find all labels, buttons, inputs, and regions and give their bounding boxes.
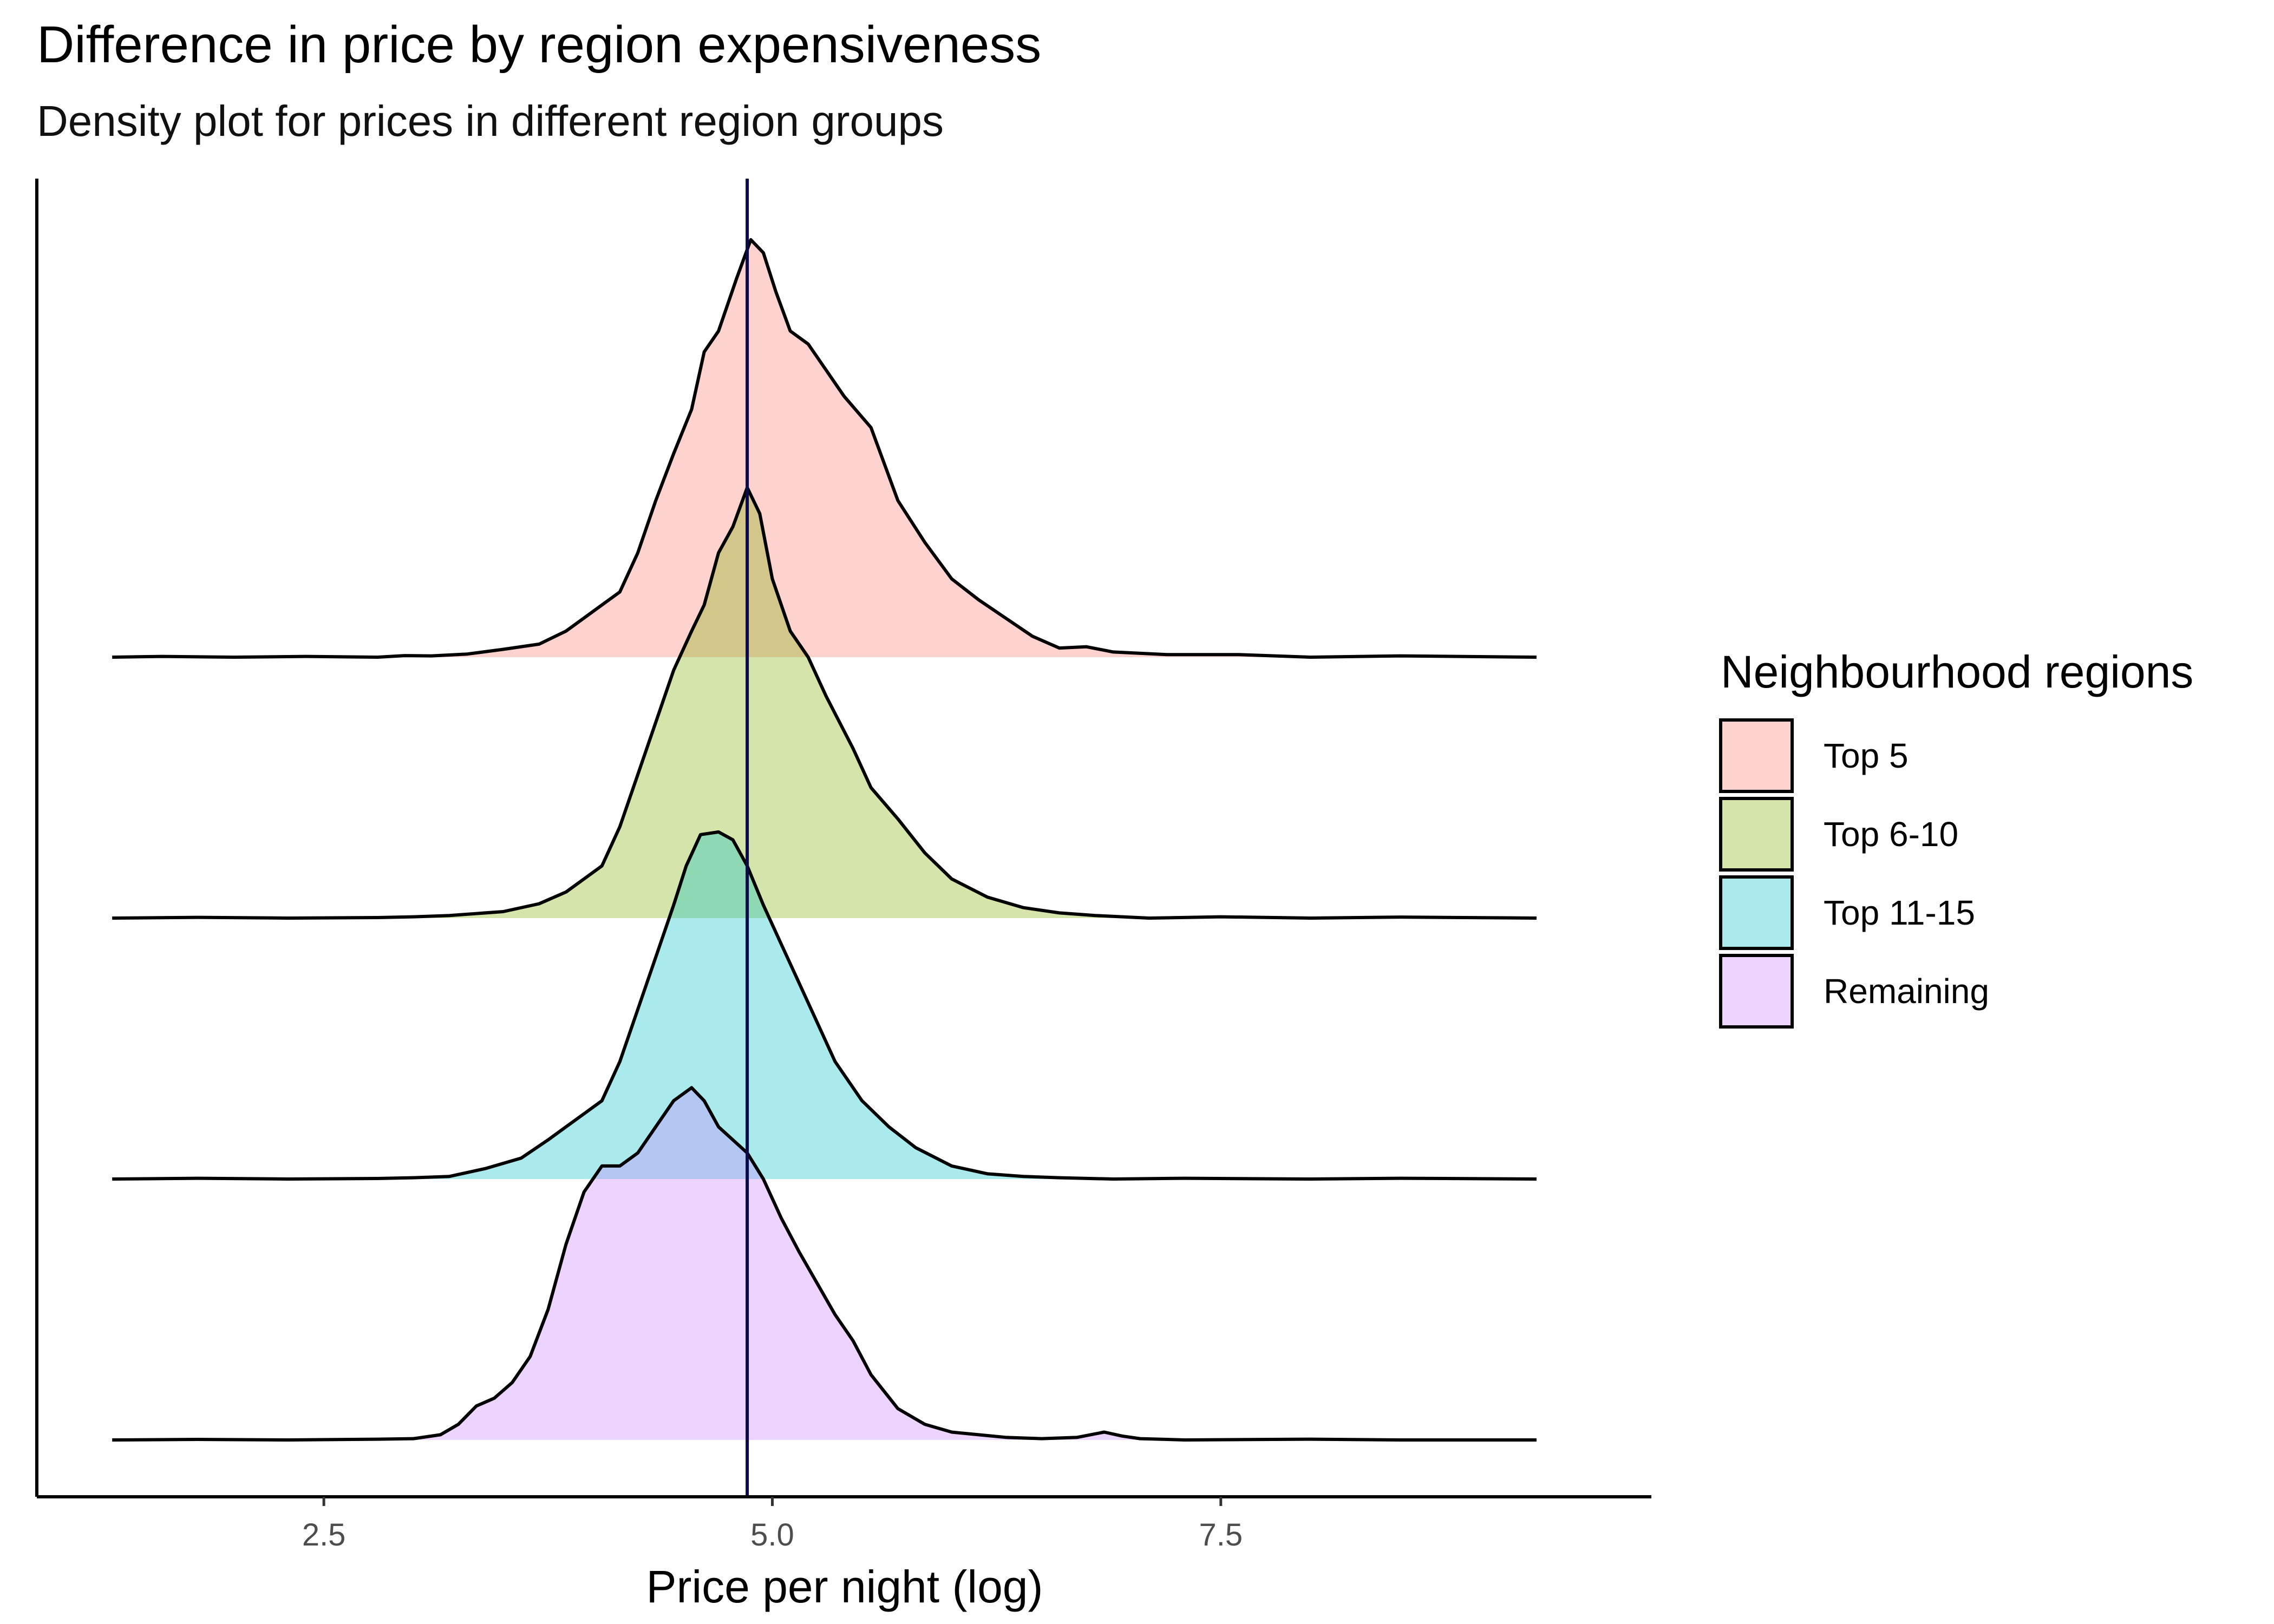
- ridge-top-11-15: [112, 830, 1537, 1181]
- x-tick-label: 5.0: [750, 1517, 794, 1553]
- ridge-fill: [112, 239, 1537, 657]
- legend-item: Top 11-15: [1719, 875, 1975, 950]
- legend-key: [1719, 875, 1794, 950]
- x-axis-title: Price per night (log): [646, 1561, 1043, 1612]
- x-tick-label: 2.5: [302, 1517, 346, 1553]
- legend-key: [1719, 718, 1794, 793]
- ridge-outline: [112, 1086, 1537, 1442]
- ridge-fill: [112, 1088, 1537, 1440]
- ridge-outline: [112, 238, 1537, 659]
- legend-label: Top 5: [1824, 736, 1909, 775]
- legend-item: Remaining: [1719, 954, 1989, 1029]
- ridge-top-5: [112, 238, 1537, 659]
- ridges-layer: [112, 238, 1537, 1442]
- x-tick-label: 7.5: [1199, 1517, 1243, 1553]
- x-ticks: 2.5 5.0 7.5: [302, 1497, 1243, 1553]
- legend-key: [1719, 797, 1794, 872]
- ridge-fill: [112, 487, 1537, 918]
- legend-label: Top 11-15: [1824, 893, 1975, 932]
- legend-item: Top 5: [1719, 718, 1909, 793]
- legend-item: Top 6-10: [1719, 797, 1958, 872]
- legend-label: Top 6-10: [1824, 815, 1958, 854]
- legend-label: Remaining: [1824, 972, 1989, 1011]
- legend: Neighbourhood regions Top 5 Top 6-10 Top 11…: [1719, 646, 2193, 1029]
- ridge-remaining: [112, 1086, 1537, 1442]
- ridge-fill: [112, 831, 1537, 1179]
- legend-title: Neighbourhood regions: [1721, 646, 2193, 697]
- legend-key: [1719, 954, 1794, 1029]
- chart-subtitle: Density plot for prices in different reg…: [37, 97, 944, 145]
- chart-title: Difference in price by region expensiven…: [37, 16, 1042, 74]
- ridge-outline: [112, 830, 1537, 1181]
